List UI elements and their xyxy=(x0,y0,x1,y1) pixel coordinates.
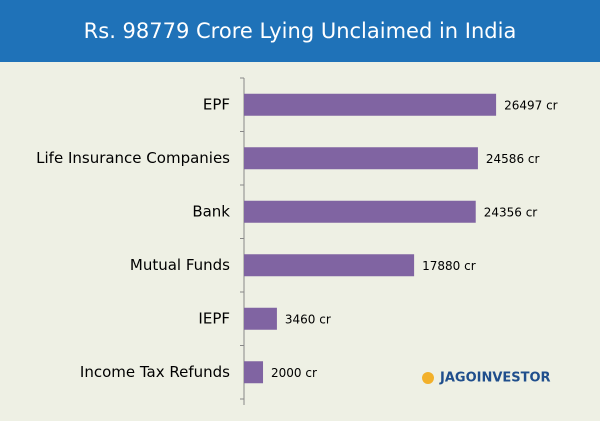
y-tick-label: Mutual Funds xyxy=(130,256,230,274)
y-tick-label: Life Insurance Companies xyxy=(36,149,230,167)
bar xyxy=(244,200,476,223)
value-label: 24586 cr xyxy=(486,152,540,166)
value-label: 24356 cr xyxy=(484,205,538,219)
y-tick-label: EPF xyxy=(203,95,230,113)
watermark: JAGOINVESTOR xyxy=(439,371,551,386)
y-tick-label: Bank xyxy=(192,202,230,220)
logo-icon xyxy=(422,372,434,384)
value-label: 17880 cr xyxy=(422,259,476,273)
bar xyxy=(244,361,264,384)
value-label: 26497 cr xyxy=(504,98,558,112)
value-label: 3460 cr xyxy=(285,312,331,326)
title-banner xyxy=(0,0,600,62)
y-tick-label: Income Tax Refunds xyxy=(80,363,230,381)
y-tick-label: IEPF xyxy=(198,309,230,327)
chart-title: Rs. 98779 Crore Lying Unclaimed in India xyxy=(84,19,517,43)
bar xyxy=(244,147,478,170)
bar xyxy=(244,254,415,277)
value-label: 2000 cr xyxy=(271,366,317,380)
bar xyxy=(244,93,497,116)
bar xyxy=(244,307,277,330)
